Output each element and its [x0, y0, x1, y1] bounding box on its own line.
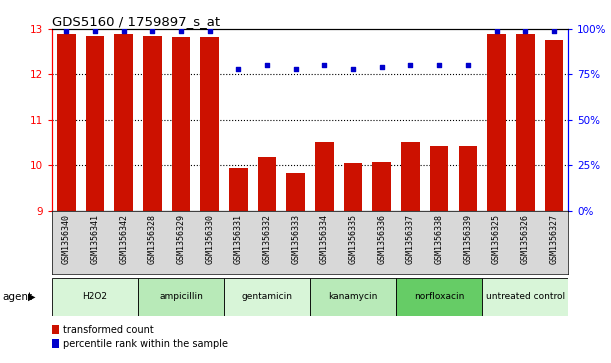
Text: GSM1356335: GSM1356335	[349, 214, 357, 264]
Point	[377, 64, 387, 70]
Point	[492, 28, 502, 34]
Point	[233, 66, 243, 72]
Text: transformed count: transformed count	[63, 325, 154, 335]
Bar	[172, 37, 191, 211]
Text: gentamicin: gentamicin	[241, 292, 293, 301]
Text: norfloxacin: norfloxacin	[414, 292, 464, 301]
Bar	[315, 142, 334, 211]
Point	[90, 28, 100, 34]
Point	[61, 28, 71, 34]
Text: GSM1356333: GSM1356333	[291, 214, 300, 264]
Point	[463, 62, 473, 68]
Point	[434, 62, 444, 68]
Text: GSM1356338: GSM1356338	[434, 214, 444, 264]
Point	[291, 66, 301, 72]
Text: GSM1356337: GSM1356337	[406, 214, 415, 264]
Text: GSM1356334: GSM1356334	[320, 214, 329, 264]
Text: GSM1356330: GSM1356330	[205, 214, 214, 264]
Point	[549, 28, 559, 34]
Text: untreated control: untreated control	[486, 292, 565, 301]
Point	[119, 28, 128, 34]
Bar	[458, 146, 477, 211]
Bar	[310, 278, 396, 316]
Text: GSM1356325: GSM1356325	[492, 214, 501, 264]
Point	[521, 28, 530, 34]
Point	[406, 62, 415, 68]
Text: GSM1356329: GSM1356329	[177, 214, 186, 264]
Text: GSM1356340: GSM1356340	[62, 214, 71, 264]
Bar	[401, 142, 420, 211]
Point	[205, 28, 214, 34]
Bar	[52, 278, 138, 316]
Point	[320, 62, 329, 68]
Bar	[373, 162, 391, 211]
Bar	[344, 163, 362, 211]
Text: GSM1356336: GSM1356336	[377, 214, 386, 264]
Bar	[516, 34, 535, 211]
Bar	[200, 37, 219, 211]
Bar	[430, 146, 448, 211]
Text: ampicillin: ampicillin	[159, 292, 203, 301]
Text: kanamycin: kanamycin	[329, 292, 378, 301]
Bar	[114, 33, 133, 211]
Text: GSM1356339: GSM1356339	[463, 214, 472, 264]
Text: GSM1356328: GSM1356328	[148, 214, 157, 264]
Text: GSM1356341: GSM1356341	[90, 214, 100, 264]
Bar	[487, 34, 506, 211]
Point	[147, 28, 157, 34]
Text: H2O2: H2O2	[82, 292, 108, 301]
Bar	[224, 278, 310, 316]
Text: GSM1356326: GSM1356326	[521, 214, 530, 264]
Point	[176, 28, 186, 34]
Text: GDS5160 / 1759897_s_at: GDS5160 / 1759897_s_at	[52, 15, 220, 28]
Text: GSM1356332: GSM1356332	[263, 214, 271, 264]
Text: GSM1356342: GSM1356342	[119, 214, 128, 264]
Text: percentile rank within the sample: percentile rank within the sample	[63, 339, 228, 349]
Point	[262, 62, 272, 68]
Bar	[57, 33, 76, 211]
Text: ▶: ▶	[28, 292, 35, 302]
Text: agent: agent	[2, 292, 32, 302]
Bar	[287, 173, 305, 211]
Bar	[86, 36, 104, 211]
Bar	[544, 40, 563, 211]
Text: GSM1356331: GSM1356331	[234, 214, 243, 264]
Bar	[229, 168, 247, 211]
Bar	[396, 278, 482, 316]
Text: GSM1356327: GSM1356327	[549, 214, 558, 264]
Bar	[138, 278, 224, 316]
Point	[348, 66, 358, 72]
Bar	[482, 278, 568, 316]
Bar	[258, 157, 276, 211]
Bar	[143, 36, 162, 211]
